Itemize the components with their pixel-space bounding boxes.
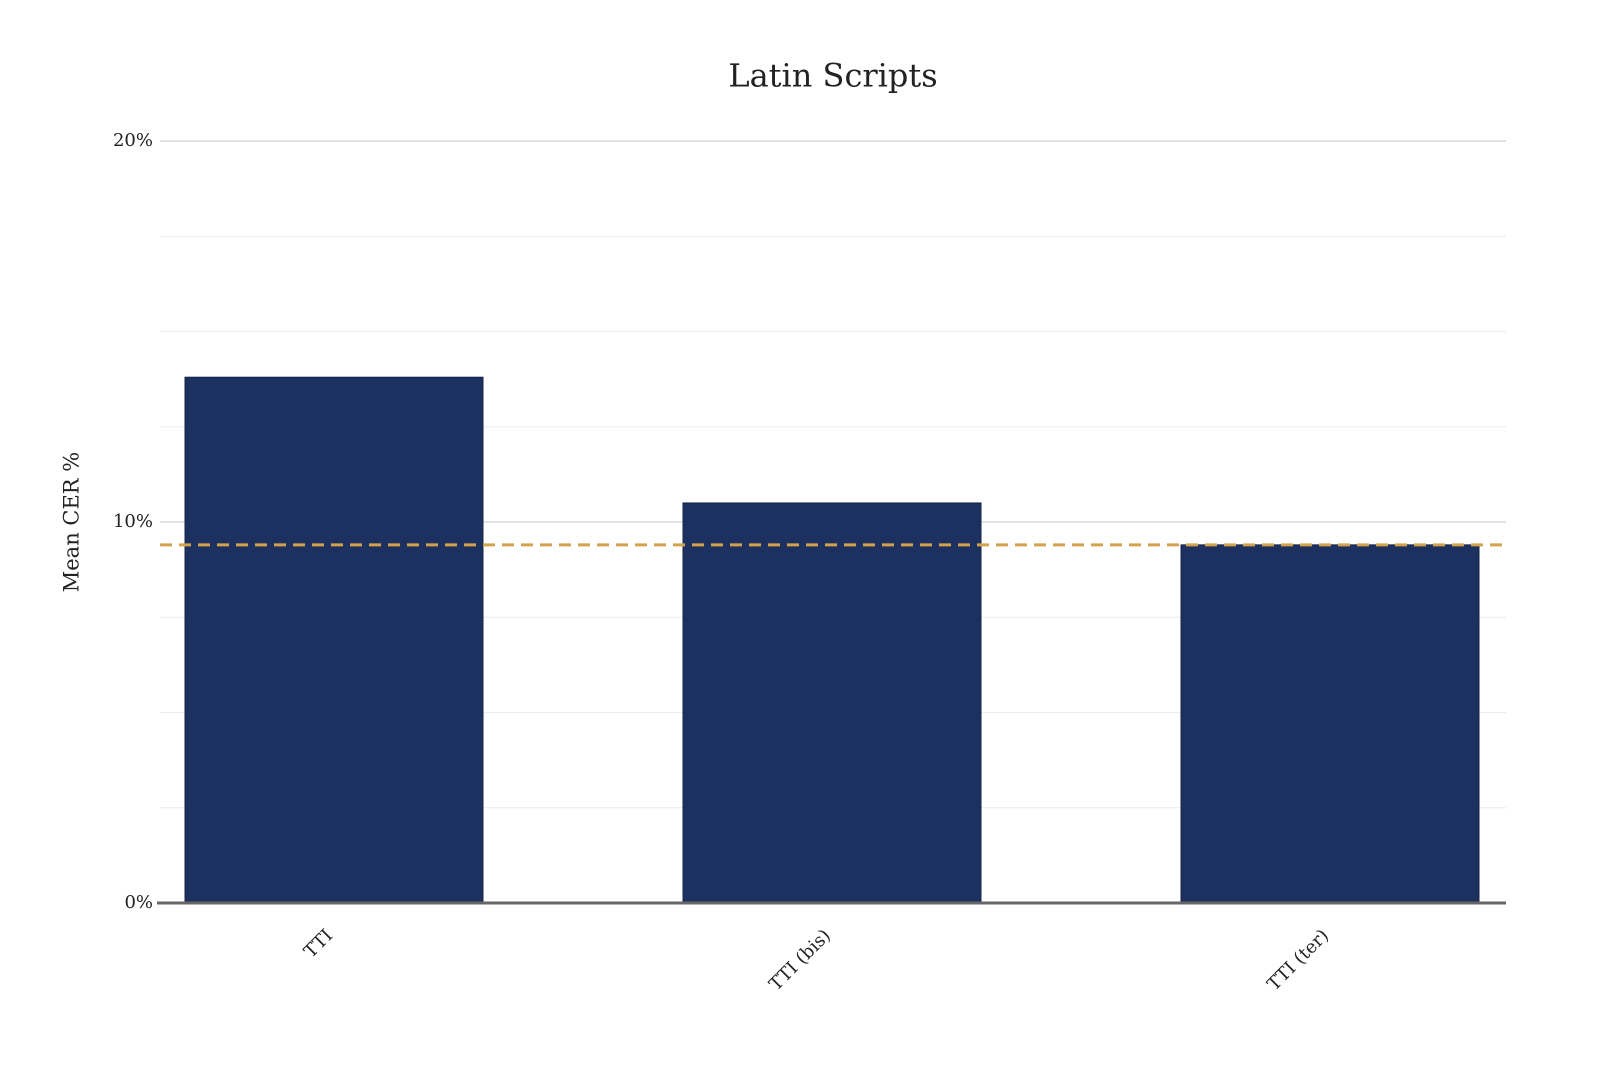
x-tick-label: TTI bbox=[300, 925, 337, 962]
y-tick-label: 20% bbox=[113, 130, 153, 151]
y-tick-label: 10% bbox=[113, 511, 153, 532]
bar bbox=[184, 376, 484, 904]
y-tick-label: 0% bbox=[124, 892, 153, 913]
bar bbox=[1180, 544, 1480, 904]
x-tick-label: TTI (bis) bbox=[765, 925, 835, 995]
bar bbox=[682, 502, 982, 904]
y-axis-title: Mean CER % bbox=[60, 452, 84, 593]
x-tick-label: TTI (ter) bbox=[1263, 925, 1333, 995]
chart-title: Latin Scripts bbox=[728, 57, 937, 95]
